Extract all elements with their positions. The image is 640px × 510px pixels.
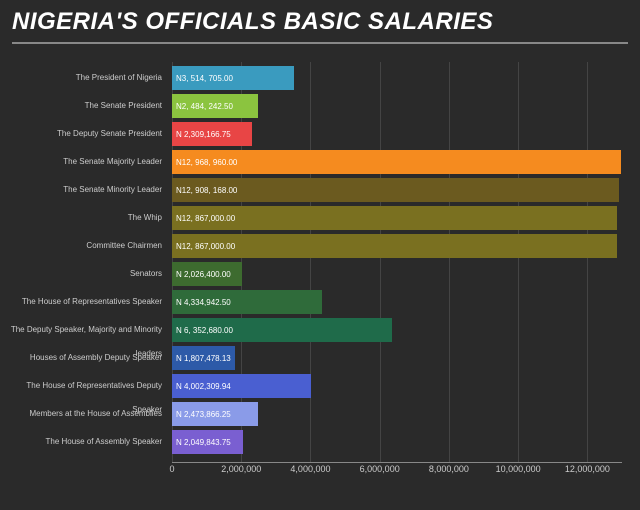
bar-row: N 2,026,400.00 (172, 262, 242, 286)
category-label: The Senate Majority Leader (8, 150, 168, 174)
bar-value-label: N12, 867,000.00 (176, 242, 235, 251)
bar: N 4,334,942.50 (172, 290, 322, 314)
chart-title: NIGERIA'S OFFICIALS BASIC SALARIES (12, 8, 628, 44)
bar-value-label: N 2,309,166.75 (176, 130, 231, 139)
bar-row: N 1,807,478.13 (172, 346, 235, 370)
x-tick-label: 8,000,000 (429, 464, 469, 474)
bar-row: N 4,334,942.50 (172, 290, 322, 314)
category-label: Senators (8, 262, 168, 286)
bar-row: N2, 484, 242.50 (172, 94, 258, 118)
category-label: The House of Representatives Speaker (8, 290, 168, 314)
bar-row: N3, 514, 705.00 (172, 66, 294, 90)
bar-row: N12, 968, 960.00 (172, 150, 621, 174)
x-axis: 0 2,000,000 4,000,000 6,000,000 8,000,000 10,… (172, 462, 622, 482)
x-tick-label: 10,000,000 (496, 464, 541, 474)
bar: N2, 484, 242.50 (172, 94, 258, 118)
category-label: The Senate President (8, 94, 168, 118)
x-tick-label: 4,000,000 (290, 464, 330, 474)
category-label: Committee Chairmen (8, 234, 168, 258)
bar-row: N12, 867,000.00 (172, 206, 617, 230)
bar-value-label: N 4,334,942.50 (176, 298, 231, 307)
category-label: Houses of Assembly Deputy Speaker (8, 346, 168, 370)
bar: N 2,049,843.75 (172, 430, 243, 454)
bar-value-label: N 2,473,866.25 (176, 410, 231, 419)
x-tick-label: 6,000,000 (360, 464, 400, 474)
grid-line (518, 62, 519, 462)
bar-value-label: N2, 484, 242.50 (176, 102, 233, 111)
category-label: The President of Nigeria (8, 66, 168, 90)
category-label: Members at the House of Assemblies (8, 402, 168, 426)
bar: N 1,807,478.13 (172, 346, 235, 370)
grid-line (310, 62, 311, 462)
category-label: The Senate Minority Leader (8, 178, 168, 202)
bar-value-label: N12, 968, 960.00 (176, 158, 237, 167)
x-tick-label: 12,000,000 (565, 464, 610, 474)
bar: N 6, 352,680.00 (172, 318, 392, 342)
category-label: The Whip (8, 206, 168, 230)
bar-row: N 2,309,166.75 (172, 122, 252, 146)
bar: N 4,002,309.94 (172, 374, 311, 398)
bar: N 2,309,166.75 (172, 122, 252, 146)
bar-row: N 2,049,843.75 (172, 430, 243, 454)
x-tick-label: 0 (169, 464, 174, 474)
bar-value-label: N 1,807,478.13 (176, 354, 231, 363)
bar: N 2,026,400.00 (172, 262, 242, 286)
bar: N3, 514, 705.00 (172, 66, 294, 90)
bar-row: N 4,002,309.94 (172, 374, 311, 398)
bar: N12, 867,000.00 (172, 206, 617, 230)
bar-value-label: N 6, 352,680.00 (176, 326, 233, 335)
bar: N12, 867,000.00 (172, 234, 617, 258)
bar-row: N 2,473,866.25 (172, 402, 258, 426)
bar-row: N12, 867,000.00 (172, 234, 617, 258)
bar-value-label: N 2,049,843.75 (176, 438, 231, 447)
bar-value-label: N12, 908, 168.00 (176, 186, 237, 195)
bar: N12, 968, 960.00 (172, 150, 621, 174)
x-tick-label: 2,000,000 (221, 464, 261, 474)
bar-row: N 6, 352,680.00 (172, 318, 392, 342)
bar-value-label: N 4,002,309.94 (176, 382, 231, 391)
grid-line (449, 62, 450, 462)
category-label: The Deputy Senate President (8, 122, 168, 146)
category-label: The House of Assembly Speaker (8, 430, 168, 454)
grid-line (380, 62, 381, 462)
plot-region: N3, 514, 705.00 N2, 484, 242.50 N 2,309,16… (172, 62, 622, 482)
bar-row: N12, 908, 168.00 (172, 178, 619, 202)
bar: N 2,473,866.25 (172, 402, 258, 426)
bar-value-label: N 2,026,400.00 (176, 270, 231, 279)
chart-area: N3, 514, 705.00 N2, 484, 242.50 N 2,309,16… (12, 62, 628, 502)
bar-value-label: N12, 867,000.00 (176, 214, 235, 223)
grid-line (587, 62, 588, 462)
bar: N12, 908, 168.00 (172, 178, 619, 202)
bar-value-label: N3, 514, 705.00 (176, 74, 233, 83)
